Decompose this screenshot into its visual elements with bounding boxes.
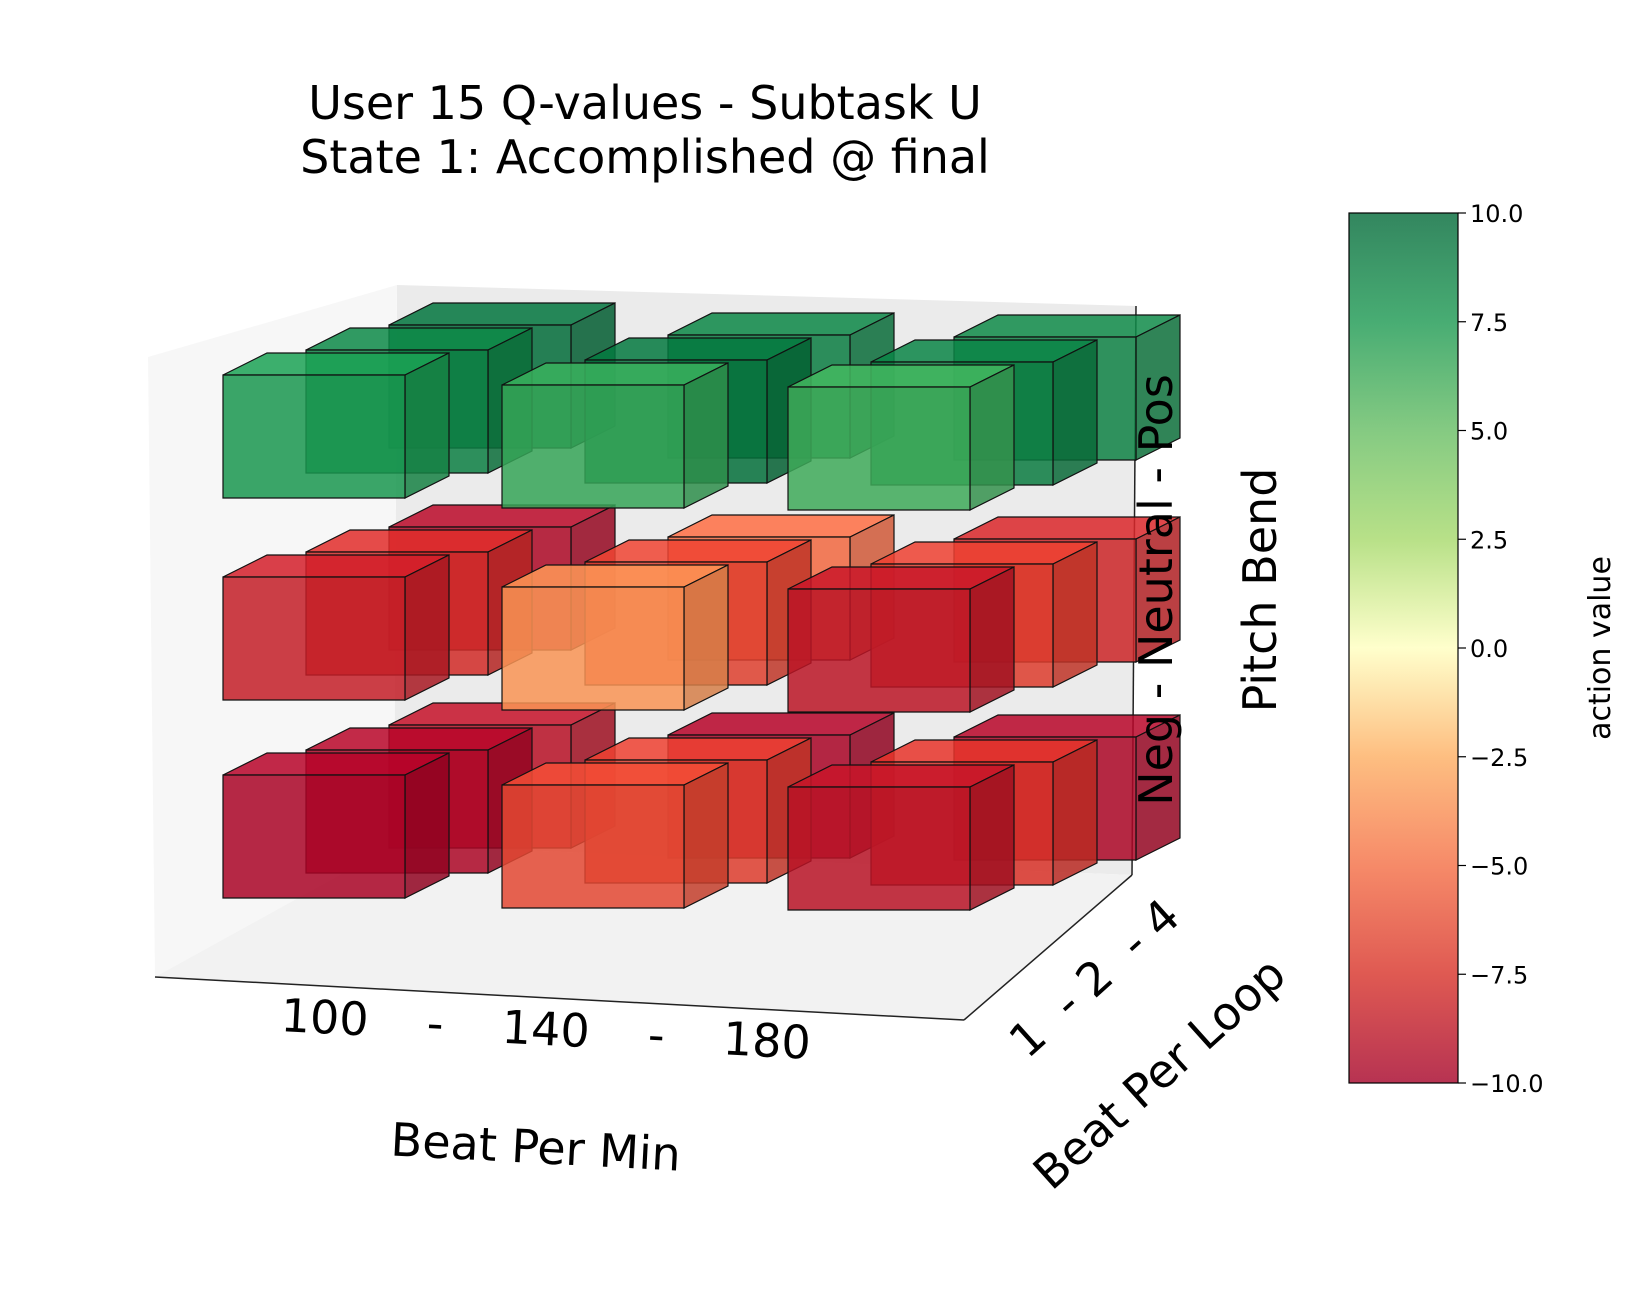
- bar-neutral-bpl1-bpm100: [222, 554, 450, 701]
- bar-face-side: [1052, 739, 1098, 886]
- bar-face-side: [404, 554, 450, 701]
- colorbar-tick-label: 0.0: [1470, 635, 1508, 663]
- colorbar-gradient: [1348, 212, 1459, 1084]
- bar-face-side: [683, 362, 729, 509]
- bar-pos-bpl1-bpm100: [222, 352, 450, 499]
- z-tick-labels: Neg - Neutral - Pos: [1129, 374, 1183, 806]
- bar-face-front: [787, 786, 971, 911]
- bar-face-side: [969, 566, 1015, 713]
- colorbar-tick-label: −2.5: [1470, 744, 1528, 772]
- bar-face-front: [501, 784, 685, 909]
- colorbar-tick-label: −5.0: [1470, 853, 1528, 881]
- bar-face-side: [969, 764, 1015, 911]
- bar-face-side: [683, 564, 729, 711]
- bar-neg-bpl1-bpm140: [501, 762, 729, 909]
- colorbar-tick-label: 5.0: [1470, 418, 1508, 446]
- bar-face-side: [1052, 339, 1098, 486]
- bar-pos-bpl1-bpm180: [787, 364, 1015, 511]
- axis-edge-x: [154, 976, 965, 1021]
- colorbar-tick-label: 2.5: [1470, 526, 1508, 554]
- x-axis-label: Beat Per Min: [389, 1112, 682, 1181]
- bar-face-side: [404, 352, 450, 499]
- colorbar: 10.0 7.5 5.0 2.5 0.0 −2.5 −5.0 −7.5 −10.0 action…: [1348, 200, 1618, 1098]
- bar-face-side: [404, 752, 450, 899]
- bar-face-front: [222, 774, 406, 899]
- colorbar-tick-label: −7.5: [1470, 961, 1528, 989]
- bar-face-front: [787, 386, 971, 511]
- bar-face-front: [501, 384, 685, 509]
- bar-face-side: [1052, 541, 1098, 688]
- bar-face-front: [501, 586, 685, 711]
- bar-pos-bpl1-bpm140: [501, 362, 729, 509]
- chart-title-line2: State 1: Accomplished @ final: [300, 130, 990, 184]
- chart-title-line1: User 15 Q-values - Subtask U: [308, 76, 982, 130]
- axis-edge-y: [963, 874, 1133, 1021]
- colorbar-label: action value: [1583, 556, 1618, 740]
- bar-neg-bpl1-bpm180: [787, 764, 1015, 911]
- bars: [222, 302, 1181, 911]
- colorbar-tick-label: 7.5: [1470, 309, 1508, 337]
- bar-face-front: [787, 588, 971, 713]
- bar-neg-bpl1-bpm100: [222, 752, 450, 899]
- colorbar-ticks: 10.0 7.5 5.0 2.5 0.0 −2.5 −5.0 −7.5 −10.0: [1458, 200, 1544, 1098]
- bar-face-front: [222, 374, 406, 499]
- bar-face-front: [222, 576, 406, 701]
- bar-neutral-bpl1-bpm180: [787, 566, 1015, 713]
- colorbar-tick-label: −10.0: [1470, 1070, 1544, 1098]
- z-axis-label: Pitch Bend: [1233, 468, 1287, 713]
- bar-face-side: [683, 762, 729, 909]
- bar-neutral-bpl1-bpm140: [501, 564, 729, 711]
- colorbar-tick-label: 10.0: [1470, 200, 1523, 228]
- bar-face-side: [969, 364, 1015, 511]
